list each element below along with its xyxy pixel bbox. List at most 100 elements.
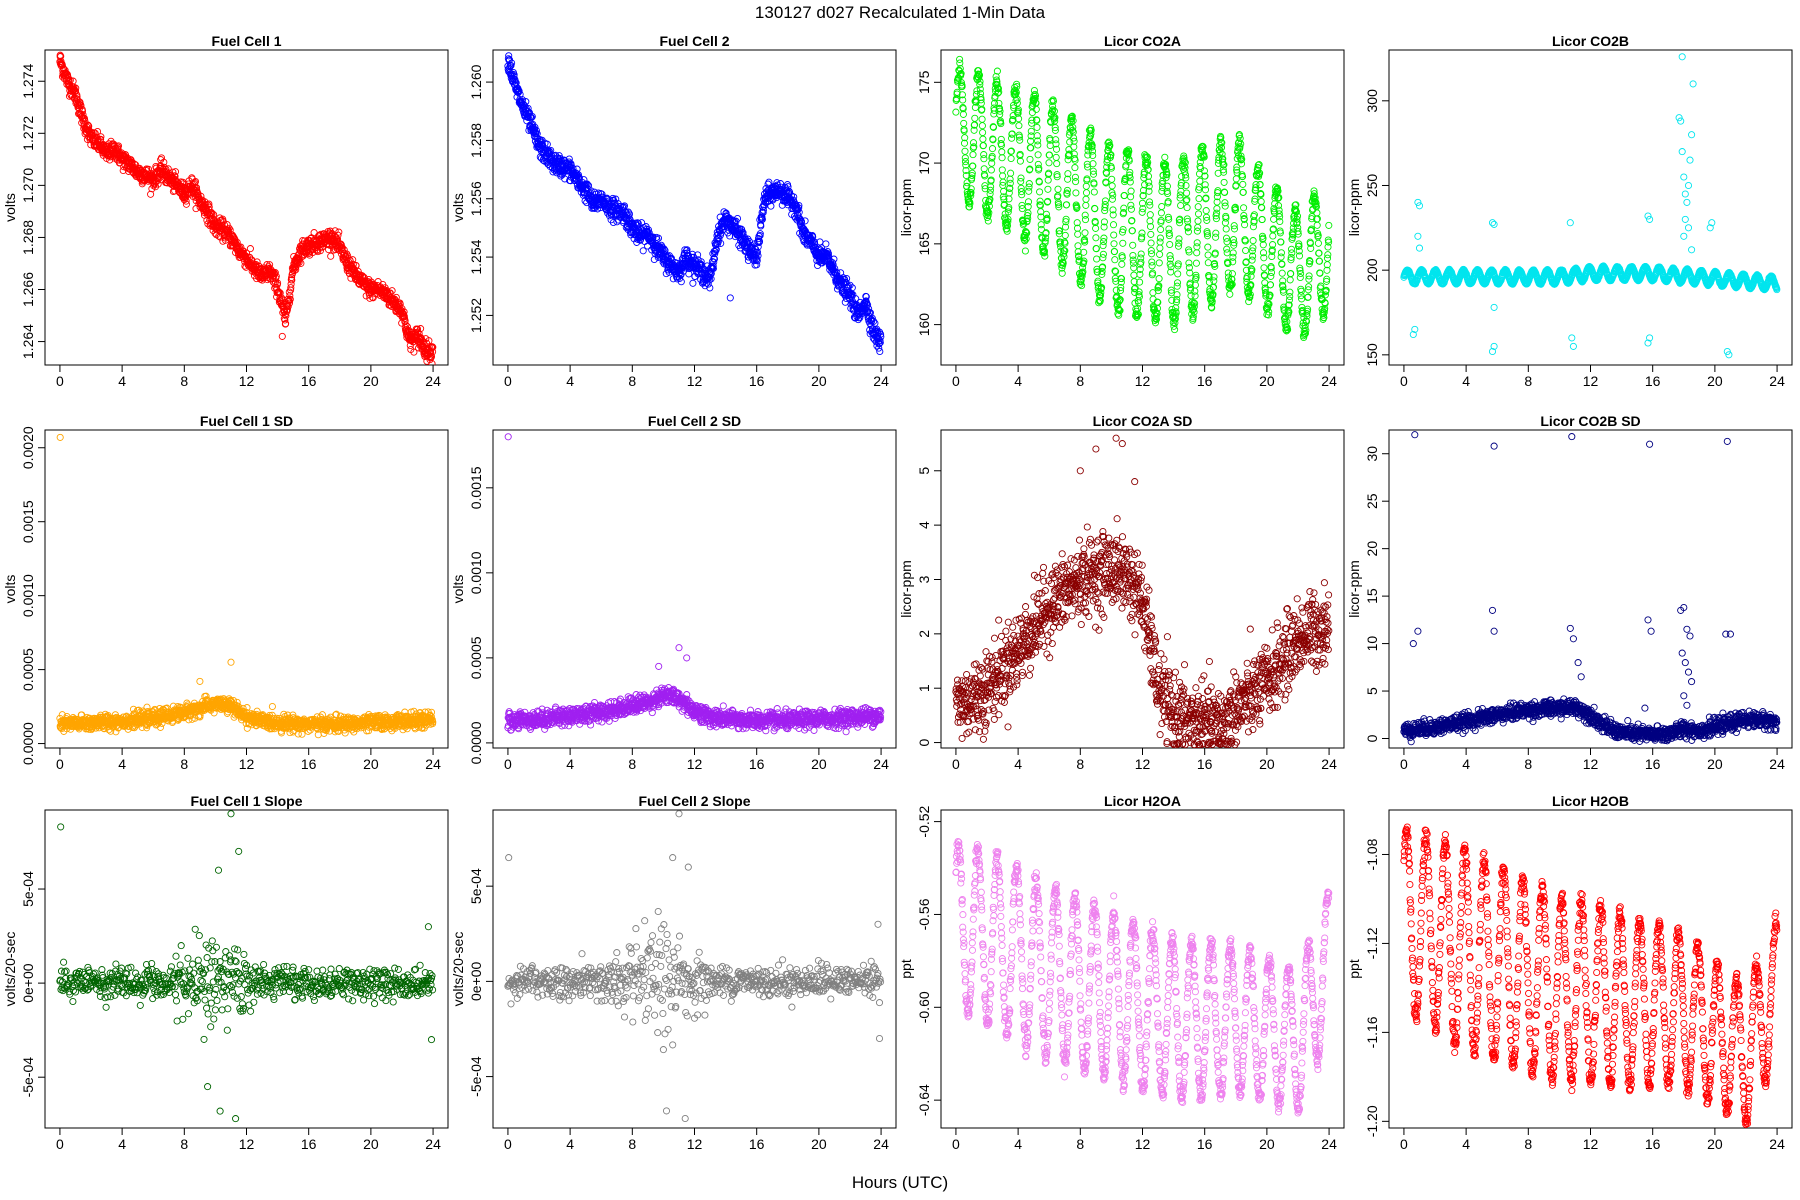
data-point [1145, 198, 1154, 206]
y-axis-label: volts [2, 193, 18, 222]
data-point [733, 214, 742, 223]
data-point [1130, 264, 1138, 272]
data-point [1231, 203, 1239, 211]
data-point [1183, 196, 1191, 204]
data-point [1136, 265, 1144, 273]
data-point [1051, 114, 1059, 122]
data-point [1136, 270, 1144, 278]
data-point [1089, 167, 1097, 175]
data-point [760, 202, 768, 210]
data-point [1033, 116, 1041, 124]
data-point [1302, 326, 1310, 334]
data-point [1194, 210, 1203, 218]
data-point [263, 261, 271, 269]
data-point [1324, 243, 1332, 251]
data-point [1014, 106, 1022, 114]
data-point [1034, 137, 1042, 145]
data-point [1222, 214, 1230, 222]
data-point [765, 178, 773, 186]
data-point [1054, 200, 1063, 209]
data-point [998, 166, 1006, 174]
data-point [1092, 234, 1100, 242]
data-point [1228, 280, 1236, 288]
x-tick-label: 20 [363, 373, 379, 389]
data-point [160, 163, 168, 171]
data-point [1220, 161, 1228, 169]
data-point [1107, 151, 1115, 159]
data-point [1102, 179, 1110, 187]
data-point [1004, 208, 1012, 216]
data-point [285, 288, 293, 296]
data-point [1161, 153, 1169, 161]
data-point [1139, 192, 1147, 200]
data-point [1462, 270, 1470, 278]
data-point [1055, 203, 1063, 211]
data-point [1109, 211, 1117, 219]
data-point [1293, 215, 1301, 223]
data-point [1205, 278, 1213, 286]
x-tick-label: 20 [1259, 373, 1275, 389]
data-point [1269, 232, 1277, 240]
data-point [1185, 248, 1193, 256]
data-point [1156, 234, 1164, 242]
data-point [1267, 268, 1276, 277]
data-point [1082, 201, 1090, 209]
data-point [1182, 174, 1190, 182]
data-point [429, 343, 437, 351]
data-point [1098, 283, 1106, 292]
data-point [1292, 201, 1300, 209]
data-point [1180, 154, 1188, 162]
data-point [1323, 275, 1331, 283]
data-point [967, 185, 975, 193]
data-point [527, 114, 536, 122]
data-point [1128, 227, 1136, 235]
data-point [1233, 166, 1241, 174]
data-point [1088, 147, 1097, 155]
data-point [1138, 229, 1146, 237]
data-point [1210, 277, 1218, 285]
data-point [1203, 216, 1211, 224]
data-point [1269, 225, 1277, 233]
data-point [1072, 189, 1080, 197]
data-point [1201, 181, 1209, 189]
data-point [1304, 305, 1312, 313]
data-point [1044, 197, 1052, 205]
data-point [1168, 296, 1176, 304]
x-tick-label: 4 [1462, 373, 1470, 389]
x-tick-label: 12 [239, 373, 255, 389]
data-point [1226, 290, 1234, 298]
y-axis-label: licor-ppm [1346, 179, 1362, 237]
data-point [1163, 182, 1171, 190]
data-point [1111, 267, 1119, 275]
data-point [1199, 143, 1207, 151]
data-point [1042, 229, 1050, 237]
data-point [533, 130, 541, 138]
data-point [1103, 163, 1111, 171]
x-tick-label: 8 [628, 373, 636, 389]
data-point [1118, 260, 1126, 268]
data-point [532, 126, 540, 135]
data-point [1287, 253, 1295, 261]
data-point [1116, 296, 1124, 304]
data-point [1151, 319, 1160, 327]
data-point [1172, 309, 1180, 317]
data-point [1098, 270, 1106, 278]
data-point [958, 91, 966, 99]
data-point [1313, 209, 1321, 217]
data-point [968, 169, 976, 177]
data-point [1075, 253, 1083, 261]
data-point [1127, 187, 1135, 195]
data-point [962, 161, 970, 169]
data-point [1212, 212, 1220, 220]
data-point [977, 96, 985, 104]
data-point [288, 276, 296, 284]
data-point [1140, 168, 1148, 176]
data-point [1148, 262, 1156, 270]
data-point [1278, 269, 1286, 277]
data-point [1082, 182, 1090, 190]
data-point [1248, 247, 1256, 255]
data-point [1053, 160, 1061, 168]
data-point [1154, 287, 1162, 295]
data-point [80, 114, 89, 123]
data-point [1105, 138, 1113, 146]
